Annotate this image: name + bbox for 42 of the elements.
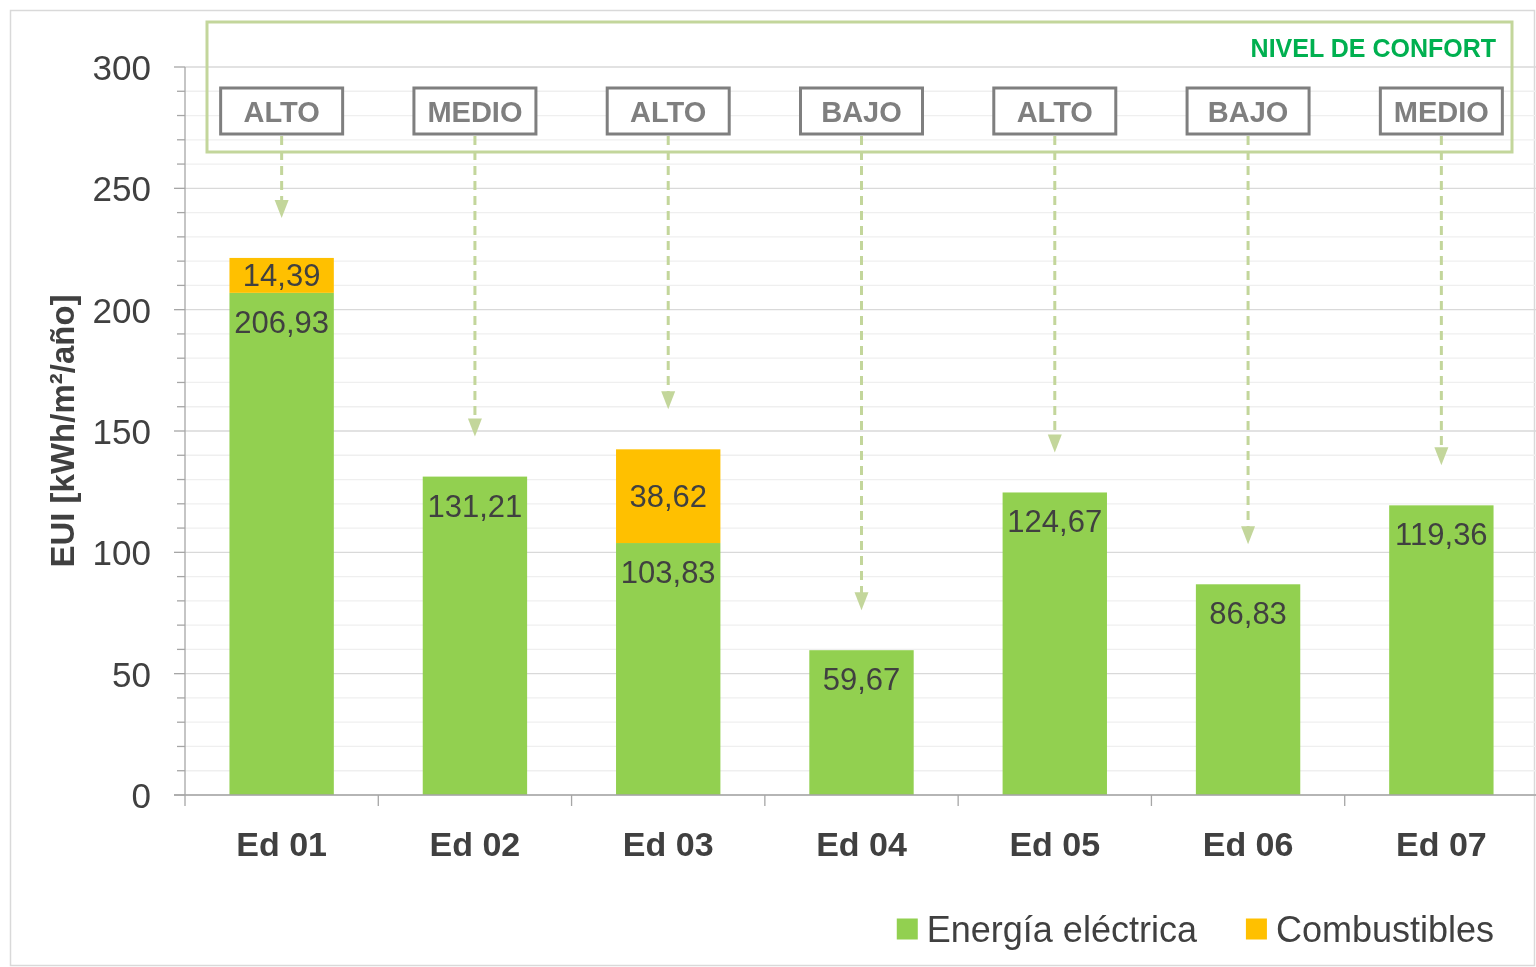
y-tick-label: 250 bbox=[92, 168, 151, 208]
x-tick-label: Ed 04 bbox=[816, 825, 907, 863]
y-tick-label: 150 bbox=[92, 411, 151, 451]
data-label: 124,67 bbox=[1007, 503, 1103, 539]
y-tick-label: 300 bbox=[92, 47, 151, 87]
x-tick-label: Ed 03 bbox=[622, 825, 714, 863]
annotation: MEDIO bbox=[427, 96, 523, 128]
bar bbox=[1389, 505, 1494, 795]
data-label: 59,67 bbox=[822, 661, 901, 697]
bar bbox=[1195, 584, 1301, 795]
data-label: 119,36 bbox=[1395, 516, 1488, 552]
data-label: 206,93 bbox=[234, 304, 330, 340]
y-tick-label: 50 bbox=[112, 654, 151, 694]
bar bbox=[229, 292, 334, 795]
data-label: 14,39 bbox=[242, 257, 321, 293]
y-axis-title: EUI [kWh/m²/año] bbox=[43, 294, 81, 568]
y-tick-label: 100 bbox=[92, 532, 151, 572]
data-label: 103,83 bbox=[620, 554, 716, 590]
y-tick-label: 200 bbox=[92, 290, 151, 330]
annotation: MEDIO bbox=[1393, 96, 1489, 128]
annotation: ALTO bbox=[630, 96, 707, 128]
x-tick-label: Ed 02 bbox=[429, 825, 521, 863]
bar bbox=[1002, 492, 1107, 795]
annotation: ALTO bbox=[1016, 96, 1093, 128]
x-tick-label: Ed 06 bbox=[1202, 825, 1294, 863]
data-label: 38,62 bbox=[629, 478, 707, 514]
legend-label: Combustibles bbox=[1275, 908, 1494, 950]
annotation: BAJO bbox=[821, 96, 902, 128]
bar bbox=[422, 476, 528, 795]
data-label: 86,83 bbox=[1209, 595, 1287, 631]
data-label: 131,21 bbox=[427, 488, 523, 524]
text: NIVEL DE CONFORT bbox=[1250, 34, 1496, 62]
x-tick-label: Ed 07 bbox=[1396, 825, 1487, 863]
bar bbox=[616, 449, 721, 544]
y-tick-label: 0 bbox=[131, 775, 151, 815]
x-tick-label: Ed 01 bbox=[236, 825, 327, 863]
bar bbox=[616, 543, 721, 795]
legend-label: Energía eléctrica bbox=[926, 908, 1198, 950]
bar bbox=[809, 650, 914, 795]
annotation: BAJO bbox=[1207, 96, 1289, 128]
x-tick-label: Ed 05 bbox=[1009, 825, 1101, 863]
annotation: ALTO bbox=[243, 96, 320, 128]
